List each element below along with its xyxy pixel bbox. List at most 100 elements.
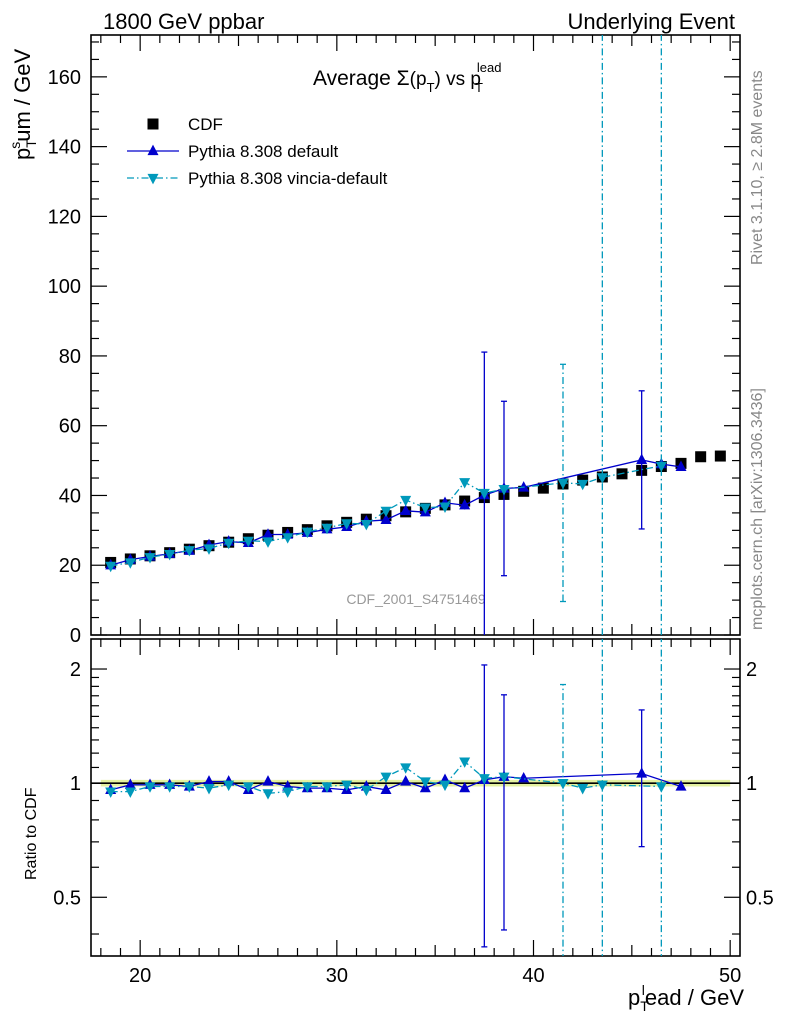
ratio-data-point bbox=[400, 775, 412, 786]
data-point bbox=[537, 482, 549, 494]
data-point bbox=[655, 461, 667, 473]
ratio-reference bbox=[91, 779, 740, 787]
y-axis-label-ratio: Ratio to CDF bbox=[23, 787, 40, 880]
ratio-data-point bbox=[360, 785, 372, 797]
ratio-data-point bbox=[223, 780, 235, 792]
legend: CDF Pythia 8.308 default Pythia 8.308 vinc… bbox=[127, 115, 388, 188]
main-ytick-label: 60 bbox=[59, 416, 81, 438]
data-point bbox=[498, 485, 510, 496]
plot-title-close: ) vs p bbox=[435, 69, 481, 90]
ratio-data-point bbox=[675, 780, 687, 791]
data-point bbox=[675, 460, 687, 471]
main-ytick-label: 100 bbox=[48, 276, 81, 298]
data-point bbox=[164, 549, 176, 561]
ratio-data-point bbox=[577, 784, 589, 795]
plot-title: Average Σ(pT) vs pTlead bbox=[313, 60, 502, 95]
legend-label: Pythia 8.308 default bbox=[188, 142, 339, 161]
plot-title-sub-t2: T bbox=[475, 80, 483, 95]
ratio-data-point bbox=[301, 782, 313, 793]
data-point bbox=[459, 498, 471, 510]
ratio-data-point bbox=[518, 771, 530, 783]
x-label-sup: l bbox=[642, 982, 645, 998]
main-data-layer bbox=[105, 35, 726, 635]
ratio-data-point bbox=[380, 783, 392, 794]
legend-marker bbox=[147, 144, 159, 156]
ratio-data-point bbox=[105, 787, 117, 798]
main-ytick-label: 0 bbox=[70, 625, 81, 647]
ratio-data-point bbox=[282, 787, 294, 798]
ratio-plot-frame bbox=[90, 638, 741, 957]
ratio-data-point bbox=[183, 782, 195, 793]
ratio-data-point bbox=[144, 782, 156, 793]
data-point bbox=[439, 502, 451, 513]
data-point bbox=[459, 478, 471, 489]
main-ytick-label: 20 bbox=[59, 555, 81, 577]
ratio-ytick-label: 0.5 bbox=[53, 887, 81, 909]
x-label-p: p bbox=[628, 985, 640, 1010]
ratio-data-point bbox=[124, 778, 136, 789]
series-cdf bbox=[105, 450, 726, 568]
ratio-data-point bbox=[636, 767, 648, 778]
plot-title-prefix: Average bbox=[313, 67, 397, 90]
data-point bbox=[144, 553, 156, 564]
ratio-data-point bbox=[459, 757, 471, 768]
legend-label: Pythia 8.308 vincia-default bbox=[188, 169, 388, 188]
mcplots-credit: mcplots.cern.ch [arXiv:1306.3436] bbox=[749, 388, 766, 630]
data-point bbox=[105, 561, 117, 573]
legend-marker bbox=[147, 173, 159, 185]
data-point bbox=[282, 533, 294, 544]
ratio-data-point bbox=[341, 780, 353, 792]
data-point bbox=[557, 478, 569, 490]
data-point bbox=[596, 473, 608, 484]
data-point bbox=[341, 519, 353, 530]
main-ytick-label: 140 bbox=[48, 137, 81, 159]
main-ytick-label: 120 bbox=[48, 206, 81, 228]
data-point bbox=[478, 488, 490, 500]
data-point bbox=[321, 523, 333, 535]
ratio-data-point bbox=[262, 789, 274, 800]
data-point bbox=[695, 451, 707, 463]
data-point bbox=[577, 479, 589, 491]
ratio-data-point bbox=[242, 782, 254, 793]
legend-item: Pythia 8.308 default bbox=[127, 142, 339, 161]
plot-title-sigma: Σ bbox=[397, 67, 410, 90]
header-left: 1800 GeV ppbar bbox=[103, 9, 264, 34]
data-point bbox=[419, 503, 431, 514]
ratio-data-point bbox=[459, 781, 471, 793]
ratio-axis-ticks: 0.5 0.5 1 1 2 2 20 30 40 50 bbox=[53, 639, 774, 987]
y-label-sup: s bbox=[7, 142, 23, 149]
ratio-data-point bbox=[380, 772, 392, 784]
ratio-data-point bbox=[439, 780, 451, 792]
data-point bbox=[360, 519, 372, 531]
ratio-xtick-label: 40 bbox=[522, 965, 544, 987]
ratio-series-pythia-8-308-default bbox=[105, 664, 687, 948]
data-point bbox=[400, 495, 412, 507]
y-axis-label-main: pTsum / GeV bbox=[7, 49, 39, 160]
x-axis-label: pTlead / GeV bbox=[628, 982, 744, 1014]
plot-title-sub-t: T bbox=[427, 80, 435, 95]
ratio-data-point bbox=[557, 779, 569, 790]
data-point bbox=[262, 537, 274, 548]
data-point bbox=[518, 481, 530, 492]
ratio-ytick-label: 1 bbox=[70, 773, 81, 795]
ratio-ytick-label-right: 2 bbox=[746, 659, 757, 681]
y-label-sub: T bbox=[23, 139, 39, 148]
ratio-xtick-label: 20 bbox=[129, 965, 151, 987]
data-point bbox=[380, 513, 392, 525]
data-point bbox=[242, 536, 254, 548]
ratio-data-point bbox=[262, 775, 274, 786]
ratio-data-point bbox=[164, 782, 176, 793]
series-pythia-8-308-vincia-default bbox=[105, 35, 667, 635]
legend-item: CDF bbox=[147, 115, 223, 134]
ratio-data-point bbox=[400, 763, 412, 774]
data-point bbox=[223, 538, 235, 550]
legend-label: CDF bbox=[188, 115, 223, 134]
data-point bbox=[714, 450, 726, 462]
ratio-data-point bbox=[655, 782, 667, 793]
analysis-watermark: CDF_2001_S4751469 bbox=[346, 591, 486, 607]
data-point bbox=[262, 528, 274, 539]
rivet-version: Rivet 3.1.10, ≥ 2.8M events bbox=[749, 70, 766, 265]
x-label-sub: T bbox=[640, 998, 649, 1014]
ratio-ytick-label-right: 0.5 bbox=[746, 887, 774, 909]
